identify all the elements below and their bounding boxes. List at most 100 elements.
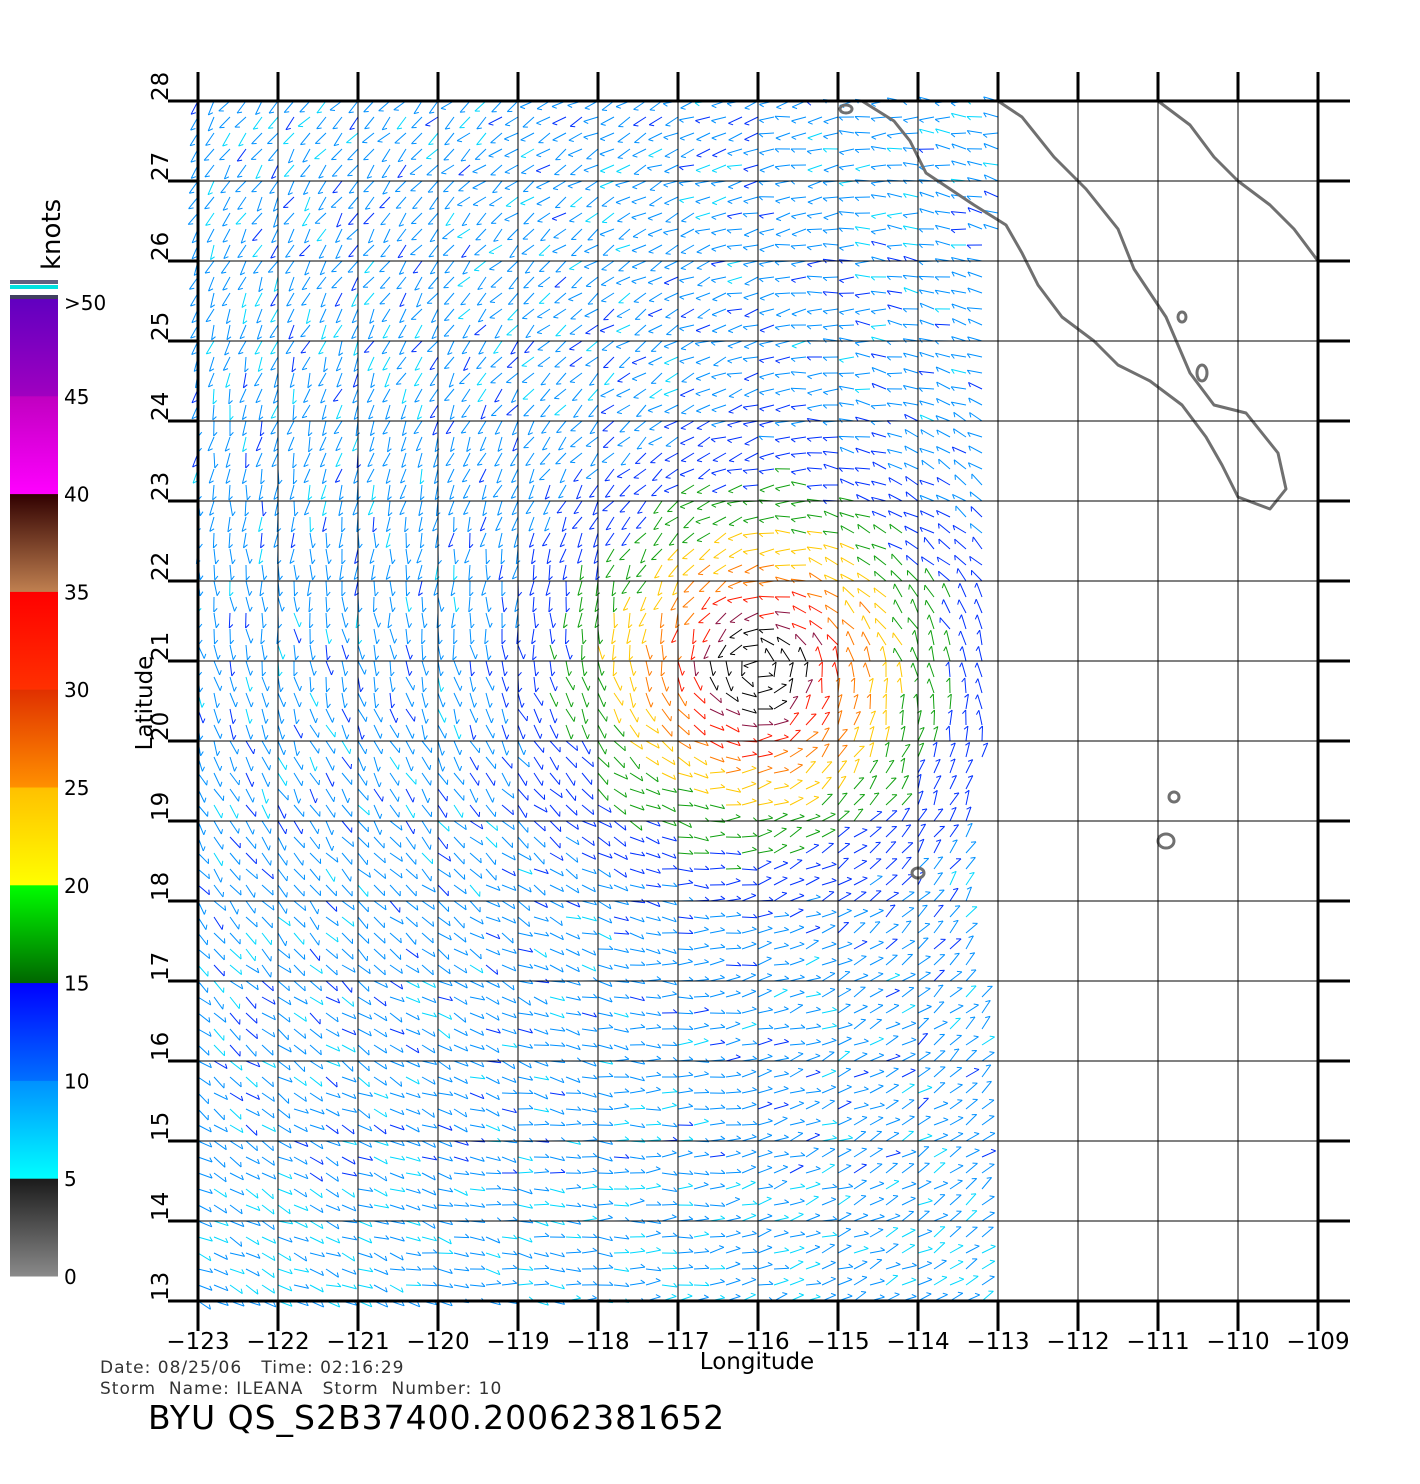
wind-vector-head xyxy=(651,703,653,708)
wind-vector-head xyxy=(832,862,837,864)
wind-vector-head xyxy=(816,1070,821,1072)
wind-vector xyxy=(886,893,899,901)
wind-vector-head xyxy=(365,702,367,707)
wind-vector xyxy=(230,1029,240,1040)
wind-vector xyxy=(542,533,550,546)
wind-vector-head xyxy=(287,892,288,897)
wind-vector-head xyxy=(863,877,868,878)
wind-vector xyxy=(934,955,945,965)
wind-vector xyxy=(646,1269,661,1271)
wind-vector xyxy=(534,1284,549,1285)
wind-vector-head xyxy=(222,813,223,818)
wind-vector xyxy=(796,634,806,645)
wind-vector-head xyxy=(862,1116,867,1117)
wind-vector xyxy=(895,584,902,597)
wind-vector xyxy=(598,837,610,846)
wind-vector xyxy=(470,533,471,548)
wind-vector xyxy=(651,549,662,560)
wind-vector xyxy=(886,1085,899,1093)
wind-vector xyxy=(294,1045,306,1054)
wind-vector-head xyxy=(705,897,709,900)
wind-vector-head xyxy=(877,876,882,877)
wind-vector xyxy=(944,600,951,614)
wind-vector-head xyxy=(846,1213,851,1214)
wind-vector xyxy=(262,1109,274,1118)
wind-vector xyxy=(865,663,870,677)
wind-vector-head xyxy=(460,750,462,755)
wind-vector-head xyxy=(799,1102,804,1104)
wind-vector-head xyxy=(311,688,314,692)
wind-vector xyxy=(713,597,726,604)
wind-vector xyxy=(470,709,476,723)
wind-vector xyxy=(598,901,611,909)
wind-vector xyxy=(294,805,304,817)
colorbar-tick-label: 45 xyxy=(64,385,89,409)
wind-vector-head xyxy=(744,619,749,621)
wind-vector xyxy=(838,1246,851,1253)
wind-vector xyxy=(758,1010,773,1013)
wind-vector xyxy=(598,1204,613,1205)
wind-vector-head xyxy=(801,1025,805,1028)
wind-vector-head xyxy=(799,1278,804,1280)
wind-vector xyxy=(900,678,902,693)
wind-vector xyxy=(931,630,934,645)
wind-vector-head xyxy=(976,679,978,684)
wind-vector-head xyxy=(252,782,254,787)
wind-vector xyxy=(598,981,612,987)
wind-vector xyxy=(422,853,433,864)
wind-vector xyxy=(582,1187,597,1189)
wind-vector-head xyxy=(847,877,852,879)
wind-vector-head xyxy=(894,1132,899,1133)
wind-vector xyxy=(929,615,934,629)
wind-vector-head xyxy=(513,1170,517,1173)
wind-vector-head xyxy=(782,828,787,829)
wind-vector-head xyxy=(513,810,514,815)
wind-vector xyxy=(278,949,290,958)
wind-vector-head xyxy=(782,1293,787,1294)
wind-vector xyxy=(710,787,725,789)
wind-vector-head xyxy=(928,630,931,634)
wind-vector-head xyxy=(555,686,557,691)
wind-vector xyxy=(950,1246,963,1253)
wind-vector xyxy=(534,1236,549,1237)
wind-vector xyxy=(646,1090,661,1093)
wind-vector-head xyxy=(897,678,900,682)
wind-vector xyxy=(958,568,966,581)
wind-vector-head xyxy=(752,1150,757,1152)
wind-vector xyxy=(454,869,465,880)
wind-vector-head xyxy=(847,1085,852,1087)
wind-vector-head xyxy=(250,607,252,612)
wind-vector xyxy=(934,710,935,725)
wind-vector-head xyxy=(864,646,867,650)
wind-vector-head xyxy=(910,1244,915,1245)
wind-vector xyxy=(486,709,492,723)
wind-vector xyxy=(534,741,544,753)
wind-vector xyxy=(806,1056,820,1061)
wind-vector xyxy=(390,805,399,817)
wind-vector xyxy=(742,1234,757,1237)
wind-vector xyxy=(774,1154,789,1157)
wind-vector xyxy=(678,693,686,706)
wind-vector xyxy=(406,1125,419,1132)
wind-vector xyxy=(939,571,950,581)
wind-vector xyxy=(486,1173,501,1174)
wind-vector-head xyxy=(217,751,220,755)
wind-vector-head xyxy=(641,1024,645,1027)
wind-vector xyxy=(214,677,220,691)
wind-vector xyxy=(246,917,257,927)
wind-vector-head xyxy=(767,1197,772,1199)
wind-vector-head xyxy=(222,925,223,930)
wind-vector-head xyxy=(815,1101,820,1102)
wind-vector xyxy=(838,1119,852,1125)
wind-vector xyxy=(918,1163,930,1173)
wind-vector xyxy=(886,678,888,693)
wind-vector-head xyxy=(752,1087,756,1090)
wind-vector-head xyxy=(250,671,252,676)
wind-vector xyxy=(655,565,663,578)
wind-vector xyxy=(774,802,789,805)
wind-vector-head xyxy=(295,592,298,596)
wind-vector xyxy=(358,1013,372,1019)
wind-vector-head xyxy=(641,1234,645,1237)
wind-vector-head xyxy=(221,878,222,883)
colorbar-tick-label: 0 xyxy=(64,1265,77,1289)
